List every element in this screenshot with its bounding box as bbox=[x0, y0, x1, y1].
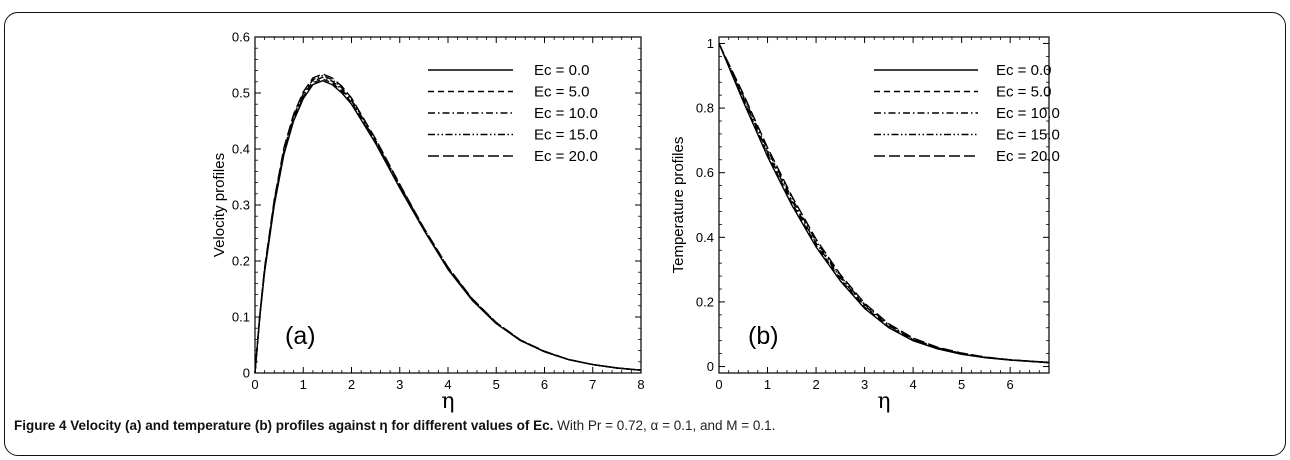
y-tick-label: 0.6 bbox=[232, 30, 250, 45]
y-tick-label: 1 bbox=[707, 36, 714, 51]
x-tick-label: 0 bbox=[715, 377, 722, 392]
y-tick-label: 0.2 bbox=[232, 254, 250, 269]
y-axis-label: Velocity profiles bbox=[211, 153, 228, 257]
y-tick-label: 0.2 bbox=[696, 294, 714, 309]
x-tick-label: 3 bbox=[861, 377, 868, 392]
x-tick-label: 5 bbox=[493, 377, 500, 392]
x-tick-label: 6 bbox=[541, 377, 548, 392]
panel-a-velocity-chart: 0 1 2 3 4 5 6 7 8 0 0.1 0.2 0.3 0.4 0.5 0.6 Ec = 0.0 Ec =… bbox=[211, 30, 645, 415]
legend-label-3: Ec = 15.0 bbox=[534, 127, 598, 144]
y-tick-label: 0 bbox=[243, 366, 250, 381]
x-tick-label: 4 bbox=[444, 377, 451, 392]
x-tick-label: 8 bbox=[637, 377, 644, 392]
y-tick-label: 0.8 bbox=[696, 101, 714, 116]
figure-caption: Figure 4 Velocity (a) and temperature (b… bbox=[14, 418, 1274, 433]
panel-b-temperature-chart: 0 1 2 3 4 5 6 0 0.2 0.4 0.6 0.8 1 Ec = 0.0 Ec = 5.0 Ec … bbox=[670, 36, 1060, 414]
y-tick-label: 0.5 bbox=[232, 86, 250, 101]
caption-rest: With Pr = 0.72, α = 0.1, and M = 0.1. bbox=[553, 418, 776, 433]
x-tick-label: 2 bbox=[348, 377, 355, 392]
legend-label-0: Ec = 0.0 bbox=[996, 62, 1051, 79]
x-axis-label: η bbox=[441, 389, 454, 414]
x-tick-label: 1 bbox=[300, 377, 307, 392]
y-tick-label: 0.4 bbox=[232, 142, 250, 157]
x-tick-label: 2 bbox=[812, 377, 819, 392]
caption-lead: Figure 4 Velocity (a) and temperature (b… bbox=[14, 418, 554, 433]
legend-label-4: Ec = 20.0 bbox=[534, 148, 598, 165]
figure-frame bbox=[4, 12, 1286, 456]
x-tick-label: 4 bbox=[910, 377, 917, 392]
legend-label-2: Ec = 10.0 bbox=[534, 105, 598, 122]
series-line-4 bbox=[718, 43, 1050, 363]
x-tick-label: 5 bbox=[958, 377, 965, 392]
x-tick-label: 6 bbox=[1007, 377, 1014, 392]
panel-label: (b) bbox=[748, 322, 779, 350]
legend-label-1: Ec = 5.0 bbox=[534, 84, 589, 101]
panel-label: (a) bbox=[285, 322, 316, 350]
legend-label-3: Ec = 15.0 bbox=[996, 127, 1060, 144]
series-line-4 bbox=[254, 73, 642, 374]
y-tick-label: 0.1 bbox=[232, 310, 250, 325]
y-tick-label: 0.4 bbox=[696, 230, 714, 245]
legend-label-1: Ec = 5.0 bbox=[996, 84, 1051, 101]
x-tick-label: 3 bbox=[396, 377, 403, 392]
x-tick-label: 7 bbox=[589, 377, 596, 392]
y-tick-label: 0 bbox=[707, 359, 714, 374]
y-tick-label: 0.3 bbox=[232, 198, 250, 213]
y-tick-label: 0.6 bbox=[696, 165, 714, 180]
x-tick-label: 0 bbox=[251, 377, 258, 392]
y-axis-label: Temperature profiles bbox=[670, 137, 687, 274]
legend-label-0: Ec = 0.0 bbox=[534, 62, 589, 79]
legend-label-4: Ec = 20.0 bbox=[996, 148, 1060, 165]
legend-label-2: Ec = 10.0 bbox=[996, 105, 1060, 122]
x-axis-label: η bbox=[877, 389, 890, 414]
x-tick-label: 1 bbox=[764, 377, 771, 392]
